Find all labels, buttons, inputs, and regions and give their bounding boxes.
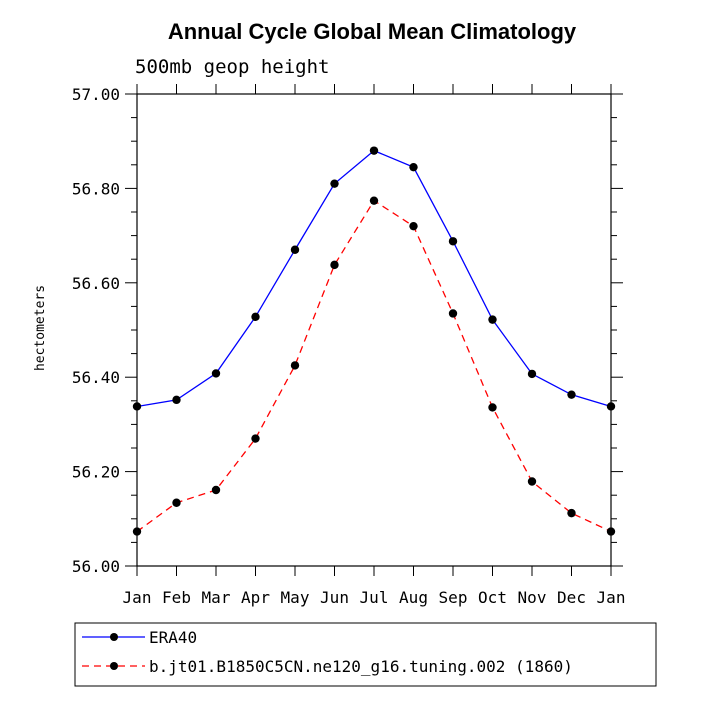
y-tick-label: 56.80 xyxy=(72,179,120,198)
y-tick-label: 56.20 xyxy=(72,463,120,482)
series-0-point xyxy=(251,312,260,321)
x-tick-label: Mar xyxy=(202,588,231,607)
plot-frame xyxy=(136,93,612,567)
series-1-point xyxy=(369,196,379,205)
chart-subtitle: 500mb geop height xyxy=(135,56,329,78)
legend-box xyxy=(74,622,657,687)
series-1-point xyxy=(488,403,497,412)
x-tick-label: Jul xyxy=(360,588,389,607)
series-1-point xyxy=(290,361,300,370)
series-1-point xyxy=(409,221,418,231)
series-line-1 xyxy=(136,199,612,533)
series-0-point xyxy=(369,146,379,155)
x-tick-label: May xyxy=(281,588,310,607)
chart-title: Annual Cycle Global Mean Climatology xyxy=(168,19,577,44)
series-1-point xyxy=(132,527,142,536)
x-tick-label: Aug xyxy=(399,588,428,607)
x-tick-label: Sep xyxy=(439,588,468,607)
y-tick-label: 56.40 xyxy=(72,368,120,387)
x-tick-label: Oct xyxy=(478,588,507,607)
x-tick-label: Apr xyxy=(241,588,270,607)
series-0-point xyxy=(488,315,497,324)
x-tick-label: Jan xyxy=(597,588,626,607)
y-tick-label: 57.00 xyxy=(72,85,120,104)
series-1-point xyxy=(172,498,181,507)
series-1-point xyxy=(330,260,339,270)
x-tick-label: Jun xyxy=(320,588,349,607)
series-0-point xyxy=(290,245,300,254)
legend-label-era40: ERA40 xyxy=(149,628,197,647)
series-1-point xyxy=(527,477,537,486)
legend-marker-model xyxy=(110,662,118,670)
series-0-point xyxy=(409,162,418,172)
series-0-point xyxy=(172,395,181,405)
series-line-0 xyxy=(136,149,612,408)
x-tick-label: Dec xyxy=(557,588,586,607)
series-0-point xyxy=(527,369,537,379)
x-tick-label: Feb xyxy=(162,588,191,607)
series-0-point xyxy=(567,390,576,399)
y-axis-label: hectometers xyxy=(33,285,48,371)
series-0-point xyxy=(606,402,616,411)
series-0-point xyxy=(330,179,339,188)
series-1-point xyxy=(567,508,576,518)
series-0-point xyxy=(448,237,458,246)
series-1-point xyxy=(606,527,616,536)
series-0-point xyxy=(132,402,142,411)
series-0-point xyxy=(211,369,221,378)
x-tick-label: Jan xyxy=(123,588,152,607)
legend-label-model: b.jt01.B1850C5CN.ne120_g16.tuning.002 (1… xyxy=(149,657,573,676)
legend: ERA40 b.jt01.B1850C5CN.ne120_g16.tuning.… xyxy=(74,622,657,687)
legend-marker-era40 xyxy=(110,633,118,641)
x-tick-label: Nov xyxy=(518,588,547,607)
series-1-point xyxy=(211,485,221,495)
series-1-point xyxy=(448,309,458,318)
series-1-point xyxy=(251,434,260,443)
y-tick-label: 56.60 xyxy=(72,274,120,293)
y-tick-label: 56.00 xyxy=(72,557,120,576)
